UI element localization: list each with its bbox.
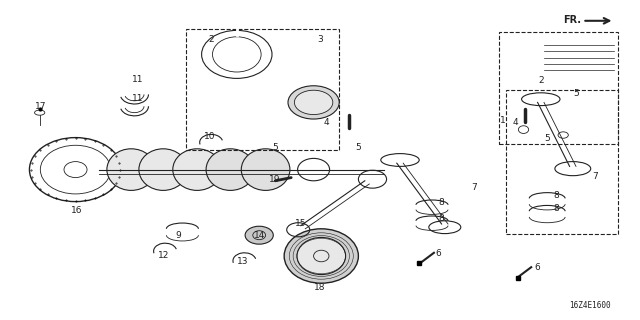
Text: 16: 16 bbox=[71, 206, 83, 215]
Text: 1: 1 bbox=[500, 116, 505, 125]
Text: 12: 12 bbox=[157, 251, 169, 260]
Text: 8: 8 bbox=[438, 198, 444, 207]
Bar bbox=[186, 29, 339, 150]
Text: 10: 10 bbox=[204, 132, 216, 141]
Text: 2: 2 bbox=[209, 35, 214, 44]
Ellipse shape bbox=[288, 86, 339, 119]
Text: 5: 5 bbox=[573, 89, 579, 98]
Ellipse shape bbox=[294, 90, 333, 115]
Ellipse shape bbox=[206, 149, 255, 190]
Text: 11: 11 bbox=[132, 75, 143, 84]
Text: FR.: FR. bbox=[563, 15, 581, 25]
Text: 2: 2 bbox=[538, 76, 543, 85]
Ellipse shape bbox=[241, 149, 290, 190]
Text: 19: 19 bbox=[269, 175, 281, 184]
Text: 7: 7 bbox=[471, 183, 476, 192]
Ellipse shape bbox=[107, 149, 156, 190]
Text: 11: 11 bbox=[132, 94, 143, 103]
Text: 8: 8 bbox=[554, 191, 559, 200]
Text: 5: 5 bbox=[545, 134, 550, 143]
Text: 8: 8 bbox=[554, 204, 559, 213]
Text: 3: 3 bbox=[317, 35, 323, 44]
Text: 14: 14 bbox=[253, 231, 265, 240]
Text: 5: 5 bbox=[356, 143, 361, 152]
Ellipse shape bbox=[284, 229, 358, 283]
Text: 16Z4E1600: 16Z4E1600 bbox=[570, 301, 611, 310]
Text: 17: 17 bbox=[35, 102, 46, 111]
Text: 18: 18 bbox=[314, 283, 326, 292]
Text: 5: 5 bbox=[273, 143, 278, 152]
Text: 4: 4 bbox=[324, 118, 329, 127]
Text: 7: 7 bbox=[593, 172, 598, 181]
Text: 4: 4 bbox=[513, 118, 518, 127]
Bar bbox=[499, 32, 618, 144]
Text: 6: 6 bbox=[534, 263, 540, 272]
Text: 15: 15 bbox=[295, 219, 307, 228]
Text: 13: 13 bbox=[237, 257, 249, 266]
Ellipse shape bbox=[139, 149, 188, 190]
Text: 9: 9 bbox=[175, 231, 180, 240]
Text: 8: 8 bbox=[438, 214, 444, 223]
Ellipse shape bbox=[245, 226, 273, 244]
Text: 6: 6 bbox=[435, 249, 441, 258]
Ellipse shape bbox=[297, 237, 346, 275]
Bar bbox=[506, 90, 618, 234]
Ellipse shape bbox=[173, 149, 221, 190]
